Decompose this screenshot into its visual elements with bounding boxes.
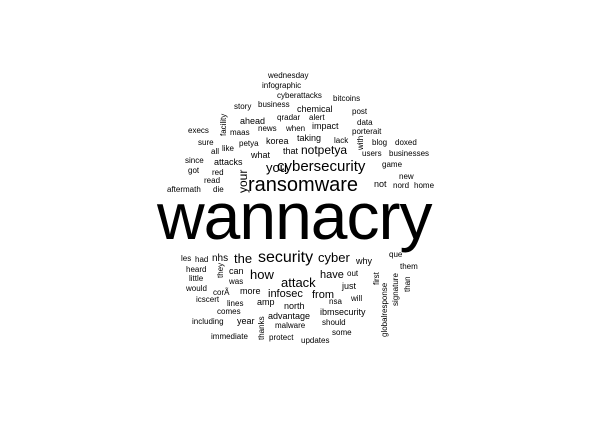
word-maas: maas: [230, 128, 250, 137]
word-advantage: advantage: [268, 311, 311, 321]
word-not: not: [374, 179, 387, 189]
word-immediate: immediate: [211, 332, 248, 341]
word-north: north: [284, 301, 305, 311]
word-lack: lack: [334, 136, 349, 145]
word-had: had: [195, 255, 209, 264]
word-blog: blog: [372, 138, 388, 147]
word-nsa: nsa: [329, 297, 342, 306]
word-lines: lines: [227, 299, 244, 308]
word-alert: alert: [309, 113, 325, 122]
word-wednesday: wednesday: [268, 71, 309, 80]
word-news: news: [258, 124, 277, 133]
word-cyber: cyber: [318, 250, 350, 265]
word-ibmsecurity: ibmsecurity: [320, 307, 366, 317]
word-when: when: [286, 124, 306, 133]
word-what: what: [251, 150, 271, 160]
word-red: red: [212, 168, 224, 177]
word-have: have: [320, 269, 344, 281]
word-some: some: [332, 328, 352, 337]
word-out: out: [347, 269, 359, 278]
word-little: little: [189, 274, 204, 283]
word-was: was: [229, 277, 244, 286]
word-attacks: attacks: [214, 157, 243, 167]
word-with: with: [356, 135, 365, 150]
word-globalresponse: globalresponse: [380, 282, 389, 337]
word-can: can: [229, 266, 244, 276]
word-infographic: infographic: [262, 81, 302, 90]
word-notpetya: notpetya: [301, 143, 348, 157]
word-ahead: ahead: [240, 116, 266, 126]
word-die: die: [213, 185, 224, 194]
word-why: why: [356, 256, 373, 266]
word-all: all: [211, 147, 220, 156]
word-more: more: [240, 286, 261, 296]
word-business: business: [258, 100, 290, 109]
word-icscert: icscert: [196, 295, 220, 304]
word-protect: protect: [269, 333, 294, 342]
word-new: new: [399, 172, 414, 181]
word-you: you: [266, 160, 287, 175]
word-businesses: businesses: [389, 149, 430, 158]
word-will: will: [351, 294, 363, 303]
word-doxed: doxed: [395, 138, 417, 147]
word-petya: petya: [239, 139, 259, 148]
word-like: like: [222, 144, 235, 153]
word-wannacry: wannacry: [157, 179, 432, 253]
word-should: should: [322, 318, 346, 327]
word-facility: facility: [219, 113, 228, 136]
word-ransomware: ransomware: [248, 174, 359, 196]
word-the: the: [234, 251, 253, 266]
word-just: just: [342, 281, 357, 291]
word-home: home: [414, 181, 435, 190]
word-signature: signature: [391, 273, 400, 306]
word-users: users: [362, 149, 382, 158]
word-got: got: [188, 166, 200, 175]
word-year: year: [237, 316, 255, 326]
word-your: your: [236, 169, 250, 193]
word-infosec: infosec: [268, 288, 303, 300]
word-cybersecurity: cybersecurity: [277, 158, 366, 175]
word-how: how: [250, 267, 274, 282]
word-comes: comes: [217, 307, 241, 316]
word-les: les: [181, 254, 192, 263]
word-sure: sure: [198, 138, 214, 147]
word-them: them: [400, 262, 418, 271]
word-chemical: chemical: [297, 104, 333, 114]
word-taking: taking: [297, 133, 322, 143]
word-execs: execs: [188, 126, 209, 135]
word-than: than: [403, 276, 412, 292]
word-impact: impact: [312, 121, 339, 131]
word-korea: korea: [266, 136, 289, 146]
word-security: security: [258, 249, 314, 266]
word-que: que: [389, 250, 403, 259]
word-bitcoins: bitcoins: [333, 94, 361, 103]
word-read: read: [204, 176, 221, 185]
word-post: post: [352, 107, 368, 116]
word-cora: corÃ: [213, 288, 230, 297]
word-story: story: [234, 102, 252, 111]
word-heard: heard: [186, 265, 207, 274]
word-porterait: porterait: [352, 127, 382, 136]
word-thanks: thanks: [257, 316, 266, 340]
word-they: they: [216, 262, 225, 278]
word-including: including: [192, 317, 224, 326]
word-aftermath: aftermath: [167, 185, 201, 194]
word-nhs: nhs: [212, 253, 229, 264]
word-amp: amp: [257, 297, 275, 307]
word-from: from: [312, 289, 334, 301]
word-qradar: qradar: [277, 113, 301, 122]
word-would: would: [186, 284, 207, 293]
word-cyberattacks: cyberattacks: [277, 91, 322, 100]
word-game: game: [382, 160, 403, 169]
word-attack: attack: [281, 275, 316, 290]
word-malware: malware: [275, 321, 306, 330]
word-since: since: [185, 156, 204, 165]
word-that: that: [283, 146, 299, 156]
word-data: data: [357, 118, 373, 127]
word-nord: nord: [393, 181, 410, 190]
word-updates: updates: [301, 336, 330, 345]
